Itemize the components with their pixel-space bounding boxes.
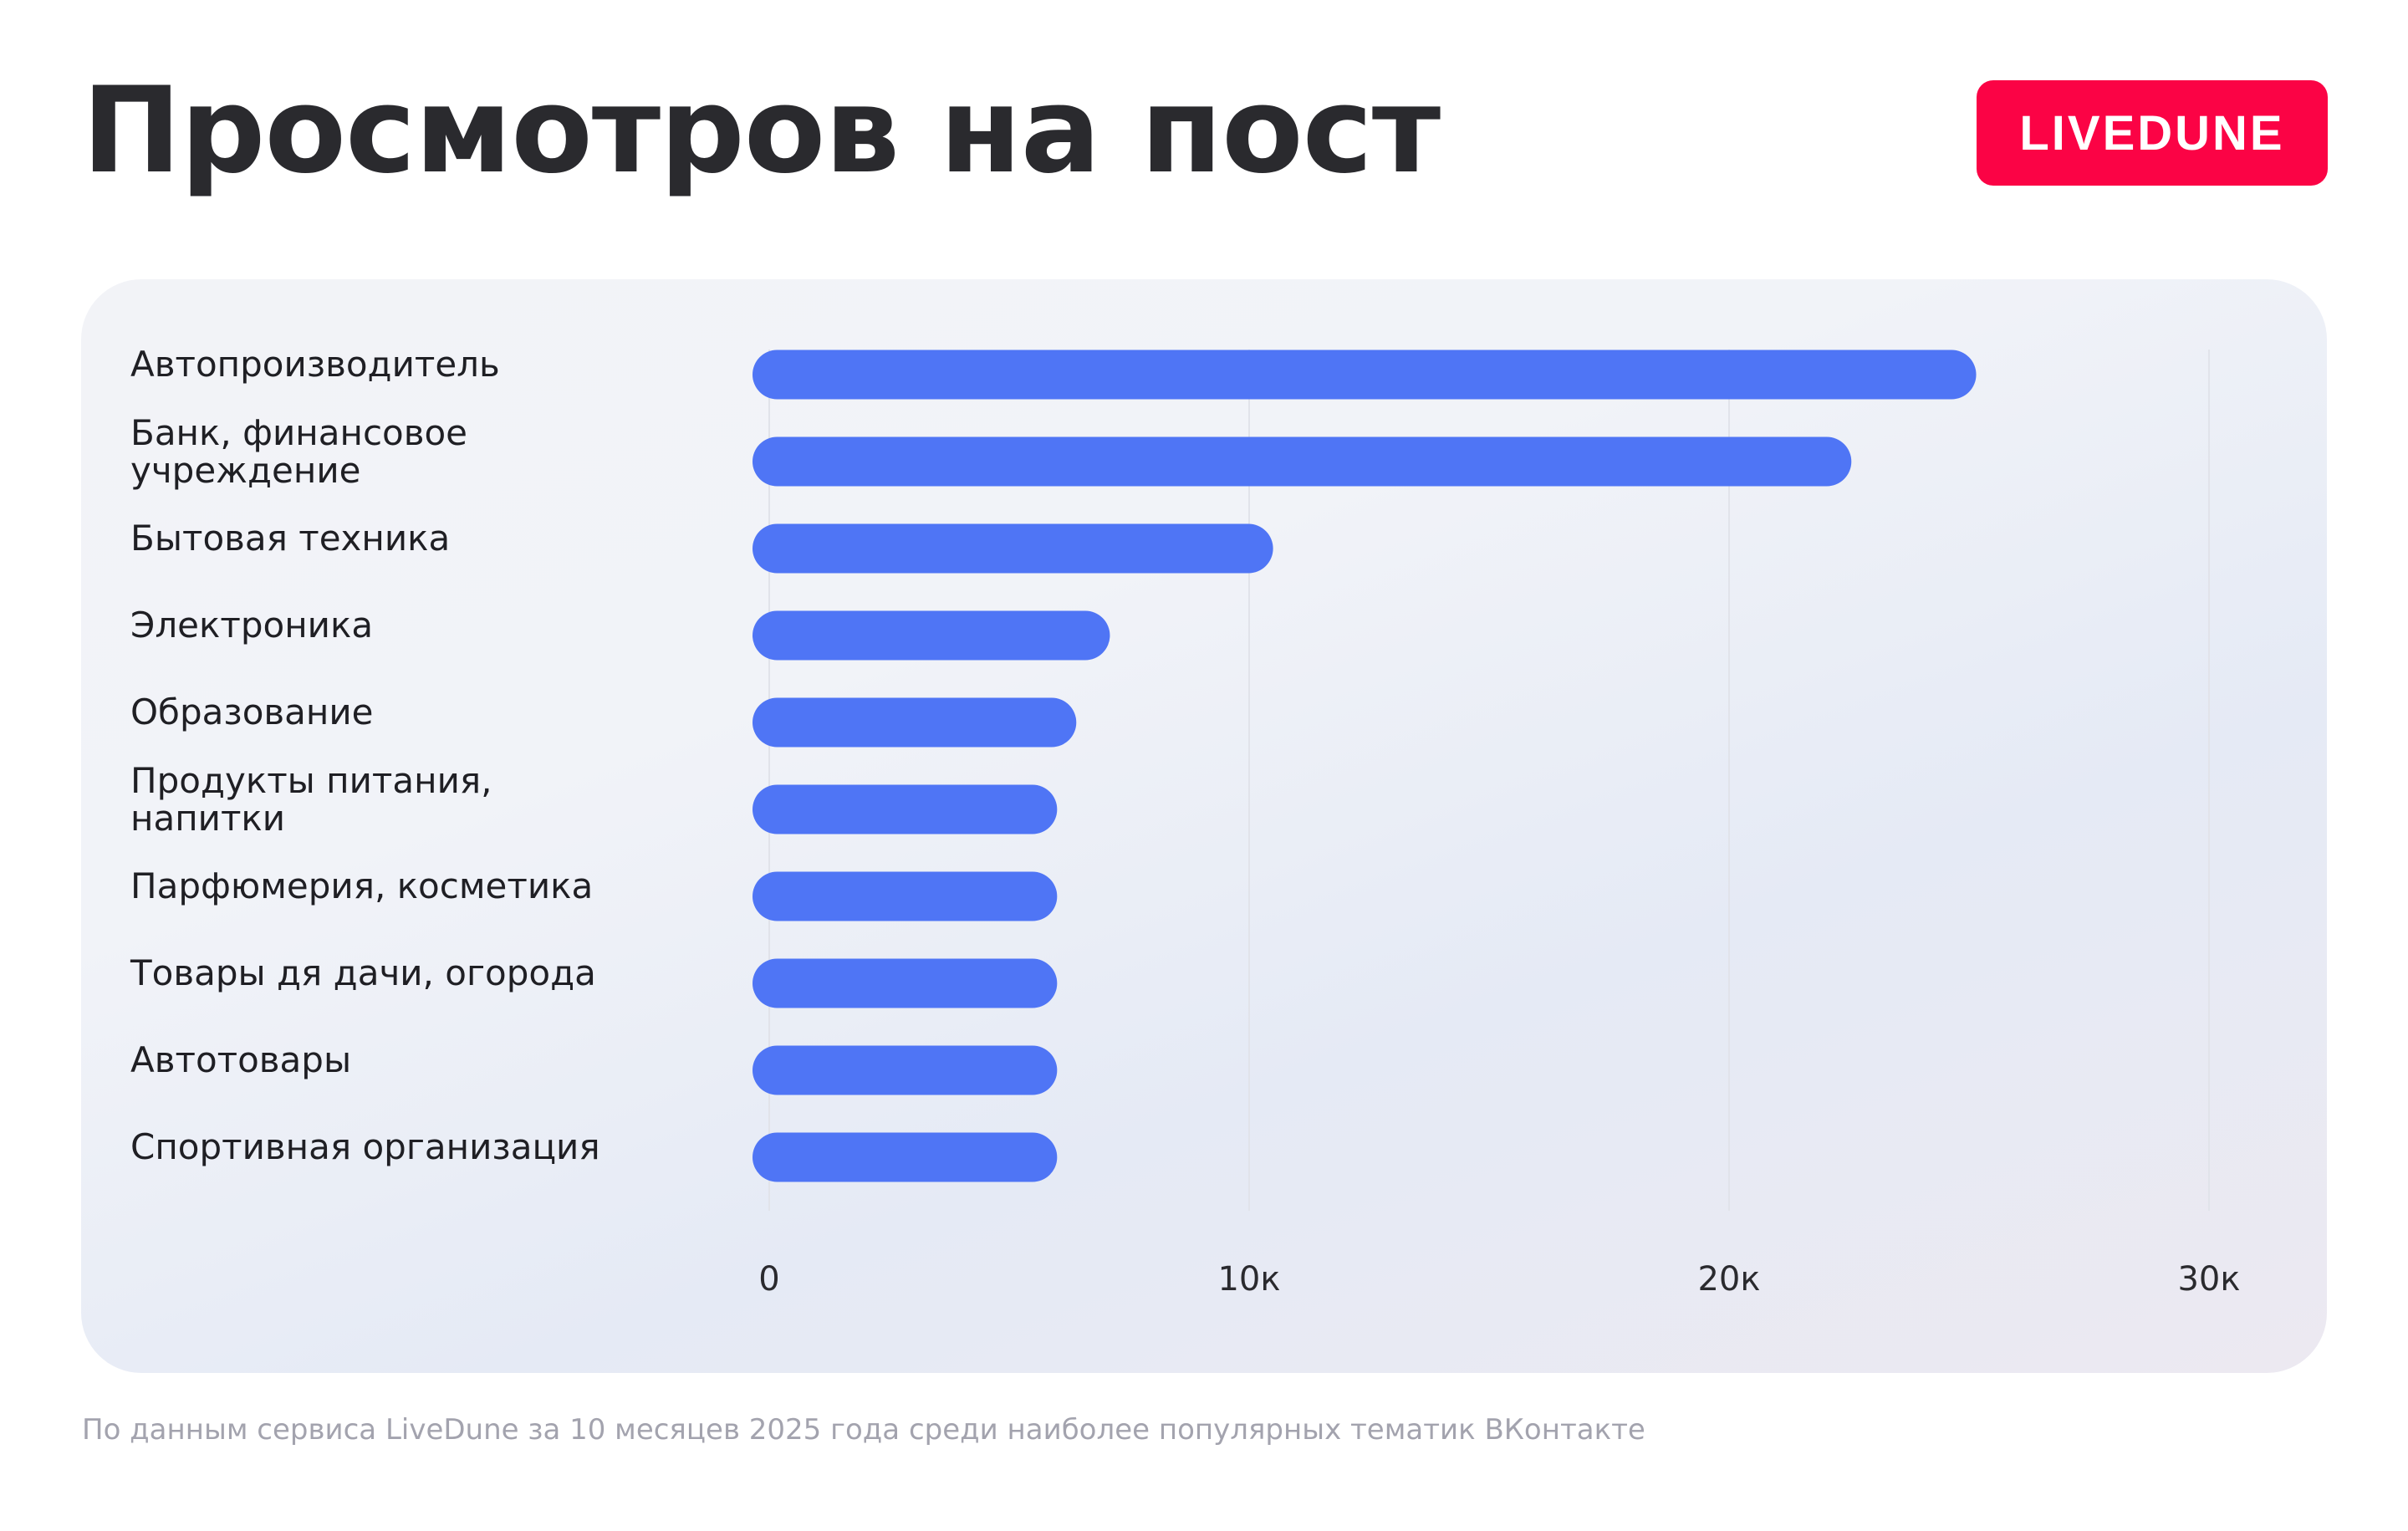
bar <box>752 871 1058 921</box>
page-title: Просмотров на пост <box>82 62 1441 200</box>
category-label: Бытовая техника <box>130 518 450 559</box>
category-label: Продукты питания, напитки <box>130 760 492 839</box>
bar <box>752 436 1852 487</box>
bar <box>752 610 1110 661</box>
bar <box>752 523 1273 574</box>
x-tick-label: 20к <box>1697 1260 1760 1299</box>
bar <box>752 697 1077 748</box>
category-label: Образование <box>130 692 373 732</box>
livedune-logo: LIVEDUNE <box>1977 80 2328 186</box>
category-label: Спортивная организация <box>130 1126 600 1167</box>
bar <box>752 958 1058 1008</box>
bar <box>752 1045 1058 1095</box>
category-label: Банк, финансовое учреждение <box>130 412 467 491</box>
category-label: Товары дя дачи, огорода <box>130 952 596 993</box>
category-label: Электроника <box>130 605 373 646</box>
x-tick-label: 0 <box>758 1260 779 1299</box>
bar <box>752 784 1058 834</box>
category-label: Автопроизводитель <box>130 344 500 385</box>
footnote: По данным сервиса LiveDune за 10 месяцев… <box>82 1413 1645 1447</box>
category-label: Автотовары <box>130 1039 351 1080</box>
x-tick-label: 10к <box>1217 1260 1280 1299</box>
category-label: Парфюмерия, косметика <box>130 865 593 906</box>
bar <box>752 1132 1058 1182</box>
bar <box>752 350 1977 400</box>
x-tick-label: 30к <box>2177 1260 2240 1299</box>
